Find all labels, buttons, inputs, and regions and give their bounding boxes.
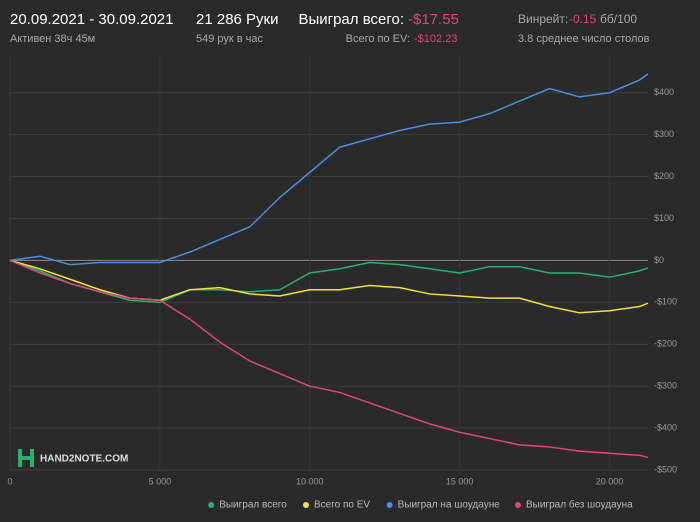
x-tick-label: 0 [7,476,12,486]
winrate-unit: бб/100 [600,12,637,26]
y-tick-label: $200 [654,171,674,181]
legend-label: Выиграл всего [219,500,287,511]
logo-text: HAND2NOTE.COM [40,454,128,465]
legend-label: Выиграл без шоудауна [526,499,633,511]
x-tick-label: 20 000 [596,476,624,486]
series-line [9,259,649,304]
y-tick-label: -$400 [654,422,677,432]
y-tick-label: $100 [654,213,674,223]
legend-marker [208,502,215,508]
won-label: Выиграл всего: [298,11,404,28]
winrate-label: Винрейт: [518,12,568,26]
logo-icon [30,449,34,467]
y-tick-label: $0 [654,255,664,265]
rate: 549 рук в час [196,33,264,45]
x-tick-label: 10 000 [296,476,324,486]
y-tick-label: -$100 [654,297,677,307]
y-tick-label: -$500 [654,464,677,474]
ev-label: Всего по EV: [346,33,410,45]
hands: 21 286 Руки [196,11,279,28]
won-value: -$17.55 [408,11,459,28]
y-tick-label: $300 [654,129,674,139]
legend-marker [303,502,309,508]
winrate-value: -0.15 [569,12,597,26]
y-tick-label: -$300 [654,381,677,391]
legend-label: Выиграл на шоудауне [398,500,501,511]
logo-icon [22,456,30,460]
ev-value: -$102.23 [414,33,457,45]
legend-marker [386,502,393,508]
x-tick-label: 5 000 [149,476,172,486]
legend-label: Всего по EV [314,500,370,511]
series-line [9,259,649,459]
series-line [9,73,649,266]
active: Активен 38ч 45м [10,33,95,45]
dates: 20.09.2021 - 30.09.2021 [10,11,173,28]
y-tick-label: -$200 [654,339,677,349]
y-tick-label: $400 [654,87,674,97]
logo: HAND2NOTE.COM [18,449,128,467]
x-tick-label: 15 000 [446,476,474,486]
logo-icon [18,449,22,467]
tables: 3.8 среднее число столов [518,33,650,45]
legend-marker [515,502,521,508]
